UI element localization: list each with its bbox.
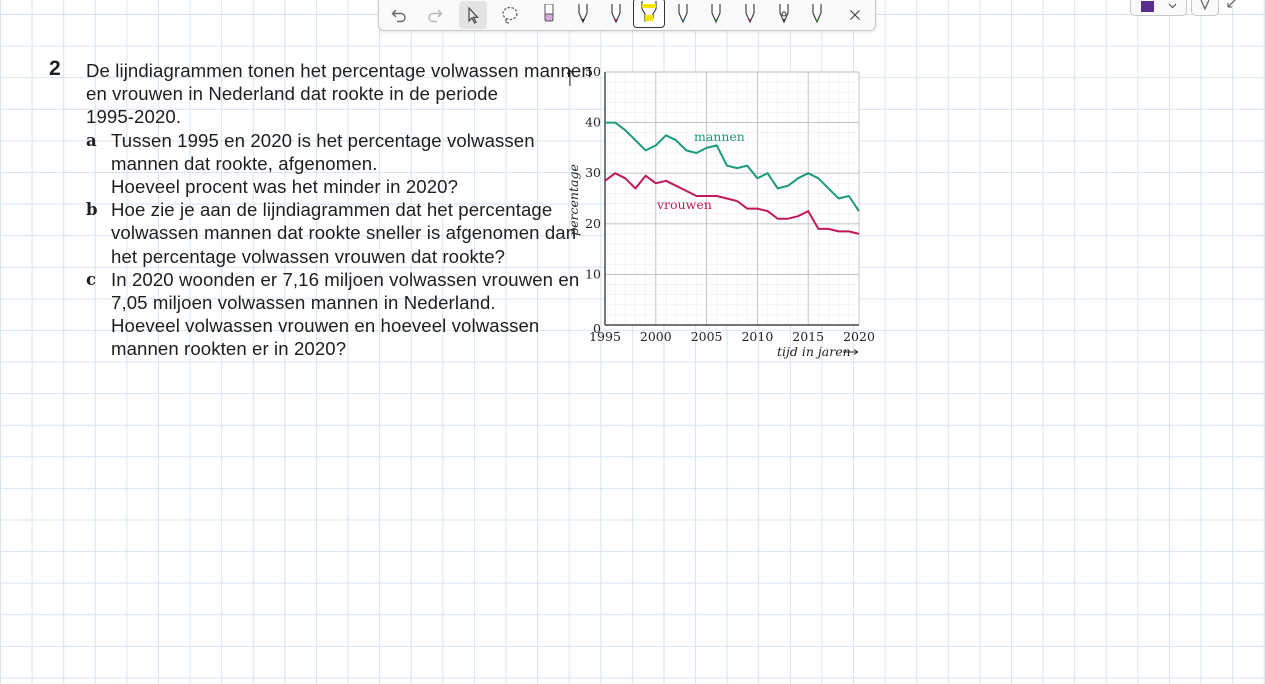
highlighter-yellow-icon[interactable] [633,0,665,28]
subquestion-line: Hoe zie je aan de lijndiagrammen dat het… [111,199,553,221]
x-tick-labels: 1995 2000 2005 2010 2015 2020 [589,329,875,344]
x-tick-label: 2000 [640,329,672,344]
plot-area [605,72,859,325]
exercise-number: 2 [49,57,61,80]
legend-mannen: mannen [694,129,745,144]
x-axis-arrow [843,349,859,355]
pen-red-icon[interactable] [602,1,630,29]
redo-icon[interactable] [421,1,449,29]
subquestion-line: Hoeveel volwassen vrouwen en hoeveel vol… [111,315,540,337]
x-tick-label: 1995 [589,329,621,344]
subquestion-b: b Hoe zie je aan de lijndiagrammen dat h… [86,198,576,268]
subquestion-a: a Tussen 1995 en 2020 is het percentage … [86,129,556,199]
x-tick-label: 2020 [843,329,875,344]
subquestion-line: volwassen mannen dat rookte sneller is a… [111,222,577,244]
pen-dark-icon[interactable] [770,1,798,29]
pen-green2-icon[interactable] [803,1,831,29]
subquestion-line: 7,05 miljoen volwassen mannen in Nederla… [111,292,496,314]
exercise-text: De lijndiagrammen tonen het percentage v… [86,59,592,361]
y-axis-title: percentage [566,164,581,236]
x-axis-label: tijd in jaren [777,344,851,359]
subquestion-c: c In 2020 woonden er 7,16 miljoen volwas… [86,268,579,361]
subquestion-line: Tussen 1995 en 2020 is het percentage vo… [111,129,535,151]
intro-line: 1995-2020. [86,106,182,128]
pen-black-icon[interactable] [569,1,597,29]
subquestion-line: mannen dat rookte, afgenomen. [111,152,378,174]
y-tick-label: 20 [585,216,601,231]
subquestion-line: mannen rookten er in 2020? [111,338,347,360]
series-line-vrouwen [604,172,860,235]
close-icon[interactable] [841,1,869,29]
subquestion-letter: c [86,269,97,289]
series-lines [604,121,860,235]
subquestion-letter: b [86,200,98,220]
pen-magenta-icon[interactable] [736,1,764,29]
y-axis-label: percentage [566,164,581,236]
color-picker-button[interactable] [1130,0,1187,16]
expand-icon[interactable] [1226,0,1240,14]
chevron-down-icon [1168,3,1176,9]
pen-settings-button[interactable] [1191,0,1219,16]
exercise-intro: De lijndiagrammen tonen het percentage v… [86,59,592,129]
x-tick-label: 2015 [792,329,824,344]
y-tick-label: 30 [585,165,601,180]
y-tick-label: 10 [585,266,601,281]
pen-settings-icon [1200,0,1210,11]
series-line-mannen [605,121,860,212]
y-axis-arrow [566,69,574,86]
y-tick-labels: 0 10 20 30 40 50 [585,64,601,336]
subquestion-letter: a [86,130,97,150]
smoking-line-chart: 0 10 20 30 40 50 1995 2000 2005 2010 2015 2020 per… [566,64,875,359]
y-tick-label: 0 [593,321,601,336]
subquestion-line: In 2020 woonden er 7,16 miljoen volwasse… [111,268,580,290]
eraser-icon[interactable] [535,1,563,29]
x-tick-label: 2010 [741,329,773,344]
ink-toolbar [378,0,876,31]
subquestion-line: het percentage volwassen vrouwen dat roo… [111,245,506,267]
select-cursor-icon[interactable] [459,1,487,29]
subquestion-line: Hoeveel procent was het minder in 2020? [111,176,459,198]
lasso-icon[interactable] [496,1,524,29]
color-swatch [1140,0,1154,12]
y-tick-label: 50 [585,64,601,79]
intro-line: en vrouwen in Nederland dat rookte in de… [86,83,499,105]
intro-line: De lijndiagrammen tonen het percentage v… [86,60,592,81]
pen-teal-icon[interactable] [669,1,697,29]
legend-vrouwen: vrouwen [656,197,712,212]
pen-green-icon[interactable] [702,1,730,29]
x-tick-label: 2005 [691,329,723,344]
undo-icon[interactable] [385,1,413,29]
y-tick-label: 40 [585,115,601,130]
